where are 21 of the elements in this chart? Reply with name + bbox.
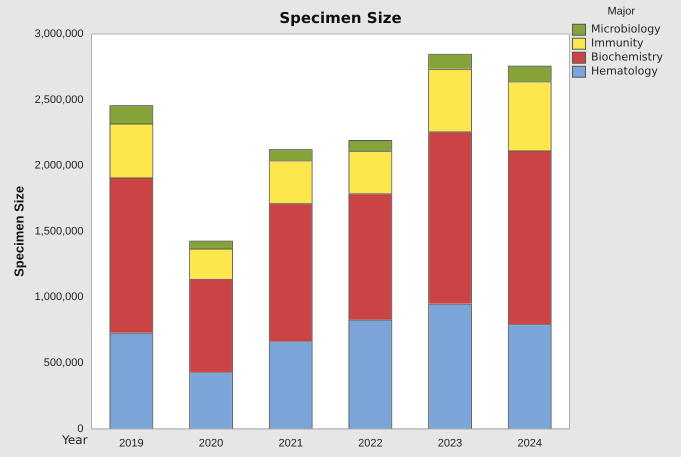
chart-title: Specimen Size — [279, 8, 402, 27]
x-tick-label: 2024 — [517, 437, 542, 450]
y-tick-label: 3,000,000 — [34, 28, 84, 40]
legend-label: Biochemistry — [591, 50, 664, 64]
y-tick-label: 1,000,000 — [34, 291, 84, 304]
y-tick-label: 0 — [77, 422, 84, 435]
legend-label: Immunity — [591, 36, 644, 50]
x-tick-label: 2023 — [438, 437, 462, 450]
x-tick-label: 2019 — [119, 437, 144, 450]
legend-label: Microbiology — [591, 22, 662, 36]
y-axis-title: Specimen Size — [11, 186, 26, 277]
x-tick-label: 2021 — [278, 437, 303, 450]
y-tick-label: 2,000,000 — [34, 160, 84, 172]
x-tick-label: 2022 — [358, 437, 383, 450]
y-tick-label: 500,000 — [44, 357, 84, 370]
legend-label: Hematology — [591, 64, 658, 78]
x-axis-title: Year — [61, 432, 88, 447]
x-tick-label: 2020 — [198, 437, 224, 450]
y-tick-label: 1,500,000 — [34, 225, 84, 238]
legend-title: Major — [608, 6, 636, 18]
y-tick-label: 2,500,000 — [34, 94, 84, 106]
